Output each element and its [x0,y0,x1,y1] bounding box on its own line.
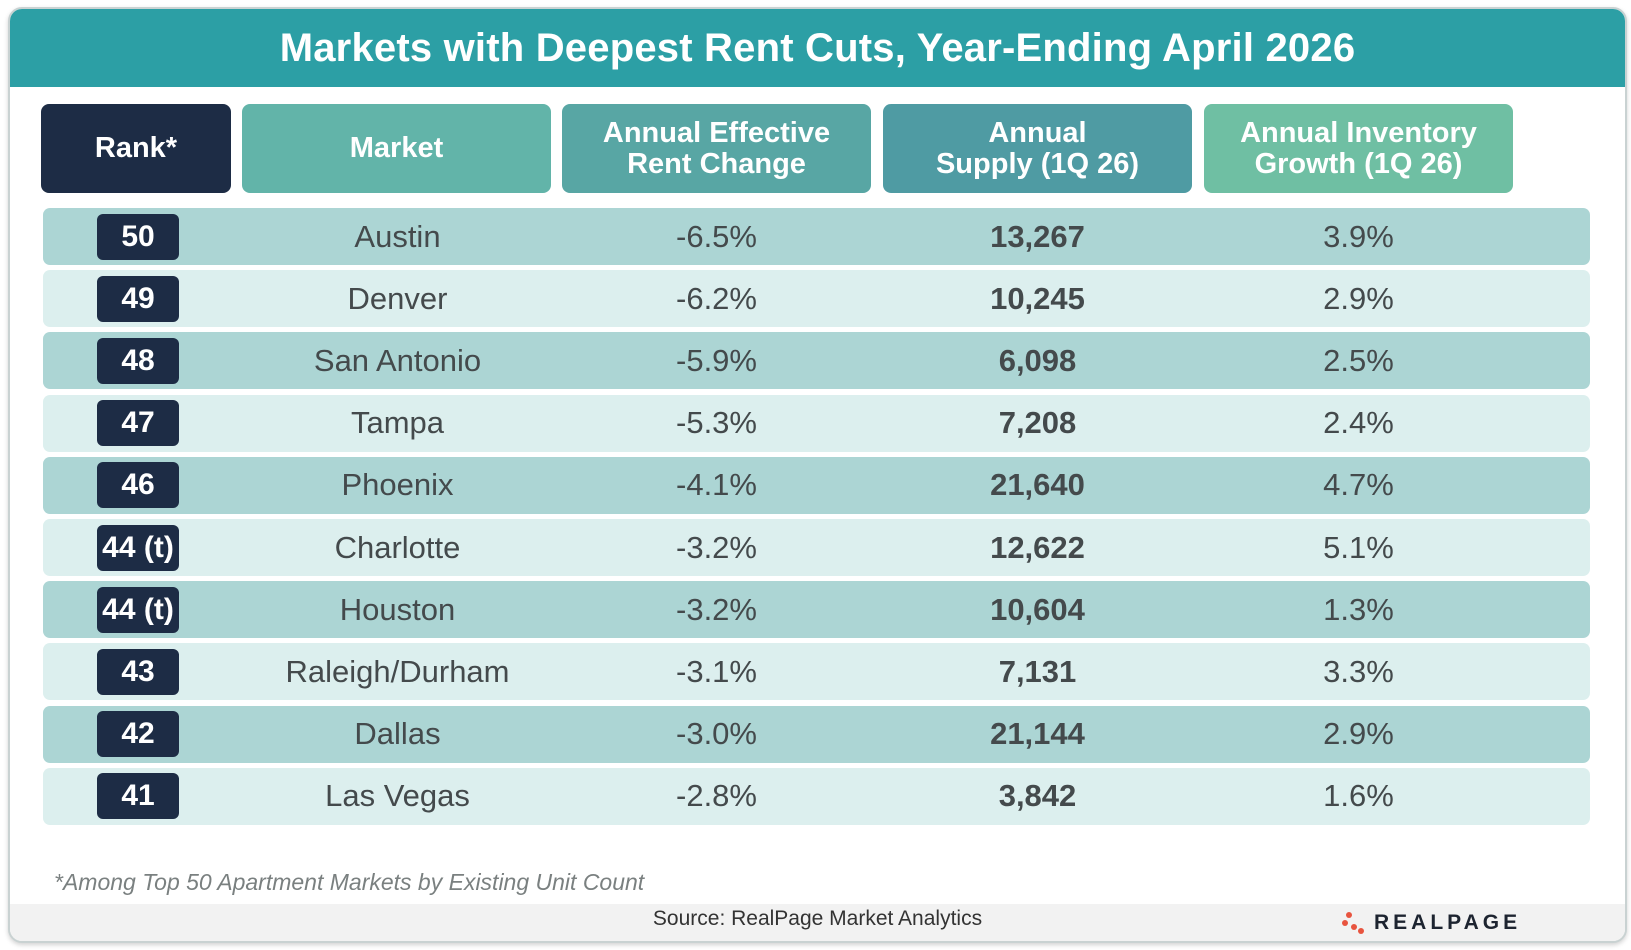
footer: Source: RealPage Market Analytics REALPA… [10,904,1625,941]
rent-change-cell: -5.9% [676,342,757,378]
rent-change-cell: -4.1% [676,467,757,503]
market-cell: Dallas [354,716,441,752]
market-cell: Charlotte [334,529,461,565]
rent-change-cell: -5.3% [676,405,757,441]
header-supply: Annual Supply (1Q 26) [883,104,1192,193]
inventory-growth-cell: 3.9% [1323,218,1394,254]
market-cell: Austin [354,218,441,254]
market-cell: Tampa [350,405,445,441]
rank-cell: 44 (t) [43,581,233,638]
inventory-growth-cell: 2.4% [1323,405,1394,441]
chart-card: Markets with Deepest Rent Cuts, Year-End… [8,7,1627,943]
rent-change-cell: -3.0% [676,716,757,752]
market-cell: Raleigh/Durham [285,653,510,689]
supply-cell: 6,098 [998,342,1077,378]
rank-cell: 43 [43,643,233,700]
rank-badge: 49 [97,275,179,322]
rank-badge: 50 [97,213,179,260]
table-row: 43 Raleigh/Durham -3.1% 7,131 3.3% [43,643,1590,701]
rank-cell: 47 [43,395,233,452]
rank-badge: 42 [97,711,179,758]
header-rank-label: Rank* [94,132,178,164]
supply-cell: 7,208 [998,405,1077,441]
rent-change-cell: -3.2% [676,529,757,565]
inventory-growth-cell: 1.3% [1323,591,1394,627]
rent-change-cell: -3.2% [676,591,757,627]
rank-badge: 41 [97,773,179,820]
table-row: 42 Dallas -3.0% 21,144 2.9% [43,705,1590,763]
market-cell: Houston [339,591,456,627]
table-row: 44 (t) Charlotte -3.2% 12,622 5.1% [43,519,1590,576]
inventory-growth-cell: 2.9% [1323,716,1394,752]
footnote: *Among Top 50 Apartment Markets by Exist… [54,869,645,895]
supply-cell: 13,267 [990,218,1085,254]
table-row: 41 Las Vegas -2.8% 3,842 1.6% [43,767,1590,825]
rank-badge: 44 (t) [97,524,179,571]
rank-cell: 42 [43,706,233,763]
supply-cell: 7,131 [998,653,1077,689]
inventory-growth-cell: 2.5% [1323,342,1394,378]
market-cell: Denver [347,280,448,316]
rent-change-cell: -6.5% [676,218,757,254]
header-rank: Rank* [41,104,231,193]
table-row: 50 Austin -6.5% 13,267 3.9% [43,208,1590,265]
supply-cell: 21,144 [990,716,1085,752]
inventory-growth-cell: 5.1% [1323,529,1394,565]
rank-cell: 46 [43,457,233,514]
supply-cell: 12,622 [990,529,1085,565]
header-supply-line2: Supply (1Q 26) [935,147,1140,180]
table-row: 49 Denver -6.2% 10,245 2.9% [43,270,1590,328]
supply-cell: 10,604 [990,591,1085,627]
supply-cell: 10,245 [990,280,1085,316]
rent-change-cell: -2.8% [676,778,757,814]
logo-text: REALPAGE [1374,911,1522,934]
supply-cell: 3,842 [998,778,1077,814]
market-cell: Las Vegas [325,778,470,814]
table-row: 48 San Antonio -5.9% 6,098 2.5% [43,332,1590,390]
header-supply-line1: Annual [988,116,1087,149]
inventory-growth-cell: 2.9% [1323,280,1394,316]
rank-badge: 46 [97,462,179,509]
header-inventory-line2: Growth (1Q 26) [1254,147,1463,180]
table-row: 46 Phoenix -4.1% 21,640 4.7% [43,456,1590,514]
table-row: 47 Tampa -5.3% 7,208 2.4% [43,394,1590,452]
rank-cell: 48 [43,332,233,389]
rank-cell: 41 [43,768,233,825]
rent-change-cell: -6.2% [676,280,757,316]
source-note: Source: RealPage Market Analytics [652,907,983,930]
rank-badge: 47 [97,400,179,447]
inventory-growth-cell: 3.3% [1323,653,1394,689]
header-market: Market [242,104,551,193]
rank-badge: 43 [97,648,179,695]
rent-change-cell: -3.1% [676,653,757,689]
rank-cell: 49 [43,270,233,327]
chart-title: Markets with Deepest Rent Cuts, Year-End… [10,9,1625,87]
realpage-dots-icon [1342,912,1364,934]
header-inventory-growth: Annual Inventory Growth (1Q 26) [1204,104,1513,193]
header-rent-change-line2: Rent Change [627,147,806,180]
inventory-growth-cell: 1.6% [1323,778,1394,814]
market-cell: Phoenix [341,467,454,503]
rank-cell: 44 (t) [43,519,233,576]
header-rent-change-line1: Annual Effective [602,116,831,149]
header-rent-change: Annual Effective Rent Change [562,104,871,193]
inventory-growth-cell: 4.7% [1323,467,1394,503]
realpage-logo: REALPAGE [1340,910,1521,936]
table-row: 44 (t) Houston -3.2% 10,604 1.3% [43,581,1590,639]
header-inventory-line1: Annual Inventory [1240,116,1477,149]
rank-badge: 48 [97,337,179,384]
rank-cell: 50 [43,208,233,265]
rank-badge: 44 (t) [97,586,179,633]
supply-cell: 21,640 [990,467,1085,503]
header-market-label: Market [349,132,444,164]
market-cell: San Antonio [313,342,482,378]
